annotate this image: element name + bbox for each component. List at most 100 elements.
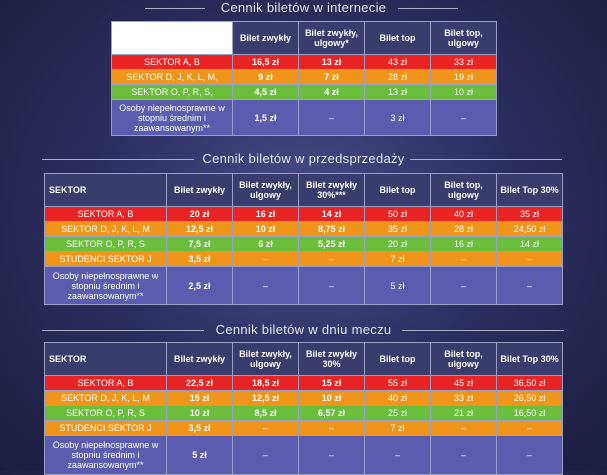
col-header: Bilet zwykły 30% xyxy=(298,342,365,376)
row-label: SEKTOR A, B xyxy=(111,54,233,70)
table-row: SEKTOR D, J, K, L, M, 9 zł 7 zł 28 zł 19… xyxy=(111,69,497,85)
price-cell: – xyxy=(298,420,365,436)
matchday-price-table: SEKTOR Bilet zwykły Bilet zwykły, ulgowy… xyxy=(44,342,563,475)
col-header: Bilet top, ulgowy xyxy=(430,342,497,376)
row-label: SEKTOR O, P, R, S xyxy=(44,405,167,421)
price-cell: 7 zł xyxy=(364,251,431,267)
presale-title: Cennik biletów w przedsprzedaży xyxy=(202,151,405,166)
table-row: SEKTOR O, P, R, S 7,5 zł 6 zł 5,25 zł 20… xyxy=(44,236,563,252)
internet-title-wrap: Cennik biletów w internecie xyxy=(0,0,607,15)
price-cell: – xyxy=(364,435,431,475)
price-cell: 16 zł xyxy=(430,236,497,252)
price-cell: – xyxy=(232,251,299,267)
row-label: SEKTOR A, B xyxy=(44,375,167,391)
header-blank-cell xyxy=(111,21,233,55)
price-cell: 5,25 zł xyxy=(298,236,365,252)
price-cell: 22,5 zł xyxy=(166,375,233,391)
price-cell: 13 zł xyxy=(298,54,365,70)
price-cell: 12,5 zł xyxy=(232,390,299,406)
price-cell: 6,57 zł xyxy=(298,405,365,421)
price-cell: 43 zł xyxy=(364,54,431,70)
price-cell: – xyxy=(430,99,497,136)
price-cell: 8,5 zł xyxy=(232,405,299,421)
col-header: Bilet Top 30% xyxy=(496,342,563,376)
matchday-title: Cennik biletów w dniu meczu xyxy=(215,322,392,337)
table-row: SEKTOR D, J, K, L, M 12,5 zł 10 zł 8,75 … xyxy=(44,221,563,237)
row-label: Osoby niepełnosprawne w stopniu średnim … xyxy=(44,435,167,475)
price-cell: 50 zł xyxy=(364,206,431,222)
price-cell: 7 zł xyxy=(364,420,431,436)
price-cell: – xyxy=(232,420,299,436)
price-cell: – xyxy=(232,266,299,305)
price-cell: 25 zł xyxy=(364,405,431,421)
price-cell: 3 zł xyxy=(364,99,431,136)
price-cell: – xyxy=(496,266,563,305)
price-cell: 10 zł xyxy=(298,390,365,406)
price-cell: 8,75 zł xyxy=(298,221,365,237)
table-row: SEKTOR A, B 20 zł 16 zł 14 zł 50 zł 40 z… xyxy=(44,206,563,222)
price-cell: 33 zł xyxy=(430,54,497,70)
col-header: Bilet top xyxy=(364,342,431,376)
price-cell: 16,5 zł xyxy=(232,54,299,70)
row-label: STUDENCI SEKTOR J xyxy=(44,251,167,267)
table-row: SEKTOR A, B 16,5 zł 13 zł 43 zł 33 zł xyxy=(111,54,497,70)
price-cell: 55 zł xyxy=(364,375,431,391)
price-cell: 10 zł xyxy=(232,221,299,237)
price-cell: – xyxy=(298,435,365,475)
price-cell: 45 zł xyxy=(430,375,497,391)
price-cell: 6 zł xyxy=(232,236,299,252)
col-header: Bilet Top 30% xyxy=(496,173,563,207)
price-cell: 18,5 zł xyxy=(232,375,299,391)
price-cell: – xyxy=(232,435,299,475)
price-cell: – xyxy=(430,251,497,267)
price-cell: 20 zł xyxy=(166,206,233,222)
col-header: Bilet zwykły xyxy=(166,342,233,376)
price-cell: – xyxy=(496,435,563,475)
price-cell: 3,5 zł xyxy=(166,251,233,267)
row-label: SEKTOR D, J, K, L, M xyxy=(44,390,167,406)
price-cell: 1,5 zł xyxy=(232,99,299,136)
price-cell: 36,50 zł xyxy=(496,375,563,391)
row-label: SEKTOR O, P, R, S xyxy=(44,236,167,252)
price-cell: 4 zł xyxy=(298,84,365,100)
price-cell: 35 zł xyxy=(496,206,563,222)
price-cell: 19 zł xyxy=(430,69,497,85)
col-header: Bilet zwykły xyxy=(166,173,233,207)
row-label: SEKTOR O, P, R, S, xyxy=(111,84,233,100)
price-cell: 33 zł xyxy=(430,390,497,406)
price-cell: 4,5 zł xyxy=(232,84,299,100)
price-cell: 14 zł xyxy=(496,236,563,252)
price-cell: 16,50 zł xyxy=(496,405,563,421)
internet-title: Cennik biletów w internecie xyxy=(220,0,387,15)
price-cell: – xyxy=(298,99,365,136)
presale-price-table: SEKTOR Bilet zwykły Bilet zwykły, ulgowy… xyxy=(44,173,563,305)
price-cell: 15 zł xyxy=(166,390,233,406)
table-row: Osoby niepełnosprawne w stopniu średnim … xyxy=(111,99,497,136)
price-cell: 21 zł xyxy=(430,405,497,421)
internet-price-table: Bilet zwykły Bilet zwykły, ulgowy* Bilet… xyxy=(111,21,497,136)
price-cell: 13 zł xyxy=(364,84,431,100)
col-header: Bilet top, ulgowy xyxy=(430,21,497,55)
col-header: Bilet zwykły 30%*** xyxy=(298,173,365,207)
table-row: SEKTOR A, B 22,5 zł 18,5 zł 15 zł 55 zł … xyxy=(44,375,563,391)
col-header: Bilet top, ulgowy xyxy=(430,173,497,207)
price-cell: 40 zł xyxy=(364,390,431,406)
price-cell: – xyxy=(298,266,365,305)
price-cell: 20 zł xyxy=(364,236,431,252)
table-row: Osoby niepełnosprawne w stopniu średnim … xyxy=(44,266,563,305)
price-cell: – xyxy=(496,420,563,436)
col-header: Bilet zwykły xyxy=(232,21,299,55)
table-row: SEKTOR O, P, R, S 10 zł 8,5 zł 6,57 zł 2… xyxy=(44,405,563,421)
table-row: STUDENCI SEKTOR J 3,5 zł – – 7 zł – – xyxy=(44,251,563,267)
price-cell: – xyxy=(430,266,497,305)
price-cell: 12,5 zł xyxy=(166,221,233,237)
price-cell: 24,50 zł xyxy=(496,221,563,237)
table-row: Osoby niepełnosprawne w stopniu średnim … xyxy=(44,435,563,475)
col-header: Bilet zwykły, ulgowy xyxy=(232,342,299,376)
row-label: STUDENCI SEKTOR J xyxy=(44,420,167,436)
sektor-header: SEKTOR xyxy=(44,342,167,376)
price-cell: – xyxy=(298,251,365,267)
table-row: SEKTOR D, J, K, L, M 15 zł 12,5 zł 10 zł… xyxy=(44,390,563,406)
price-cell: 9 zł xyxy=(232,69,299,85)
price-cell: 15 zł xyxy=(298,375,365,391)
